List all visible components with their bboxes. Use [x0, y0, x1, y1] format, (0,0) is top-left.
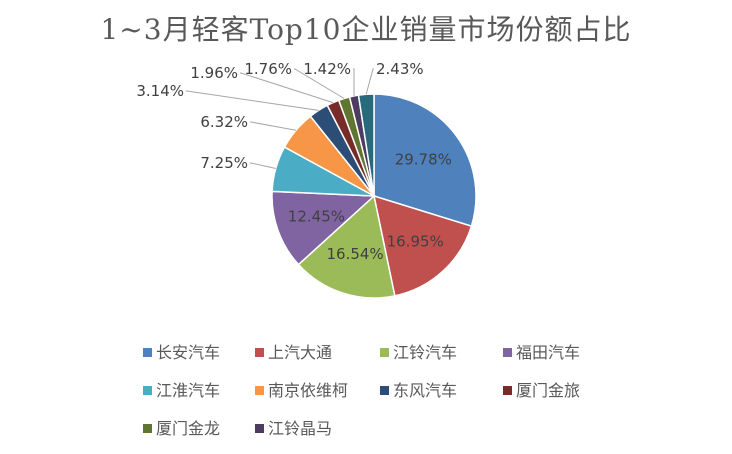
pie-slice-2	[373, 194, 473, 297]
data-label-5: 7.25%	[200, 154, 248, 172]
leader-line-8	[240, 72, 334, 104]
leader-line-9	[294, 68, 345, 99]
legend-swatch-10	[255, 424, 264, 433]
pie-slice-3	[297, 194, 396, 299]
data-label-2: 16.95%	[387, 232, 444, 250]
legend-label-9: 厦门金龙	[156, 419, 220, 438]
data-label-3: 16.54%	[326, 245, 383, 263]
data-label-10: 1.42%	[303, 60, 351, 78]
leader-line-6	[250, 121, 296, 131]
data-label-8: 1.96%	[190, 64, 238, 82]
legend-swatch-7	[380, 386, 389, 395]
legend-label-4: 福田汽车	[516, 343, 580, 362]
leader-line-7	[186, 90, 319, 111]
legend-label-8: 厦门金旅	[516, 381, 580, 400]
data-label-11: 2.43%	[376, 60, 424, 78]
data-label-6: 6.32%	[200, 113, 248, 131]
legend-swatch-8	[503, 386, 512, 395]
legend-swatch-3	[380, 348, 389, 357]
legend-swatch-9	[143, 424, 152, 433]
chart-title: 1~3月轻客Top10企业销量市场份额占比	[100, 13, 632, 46]
legend-label-7: 东风汽车	[393, 381, 457, 400]
legend-label-1: 长安汽车	[156, 343, 220, 362]
data-label-4: 12.45%	[288, 208, 345, 226]
data-label-9: 1.76%	[244, 60, 292, 78]
legend-label-5: 江淮汽车	[156, 381, 220, 400]
legend-label-3: 江铃汽车	[393, 343, 457, 362]
leader-line-10	[353, 68, 355, 96]
legend-label-6: 南京依维柯	[268, 381, 348, 400]
pie-slice-4	[271, 190, 376, 266]
legend-swatch-5	[143, 386, 152, 395]
legend-swatch-2	[255, 348, 264, 357]
pie-slice-1	[373, 93, 477, 228]
legend-swatch-6	[255, 386, 264, 395]
data-label-7: 3.14%	[136, 82, 184, 100]
legend-label-2: 上汽大通	[268, 343, 332, 362]
leader-line-5	[250, 162, 276, 169]
leader-line-11	[365, 68, 374, 95]
legend-swatch-4	[503, 348, 512, 357]
legend-label-10: 江铃晶马	[268, 419, 332, 438]
legend-swatch-1	[143, 348, 152, 357]
data-label-1: 29.78%	[395, 151, 452, 169]
